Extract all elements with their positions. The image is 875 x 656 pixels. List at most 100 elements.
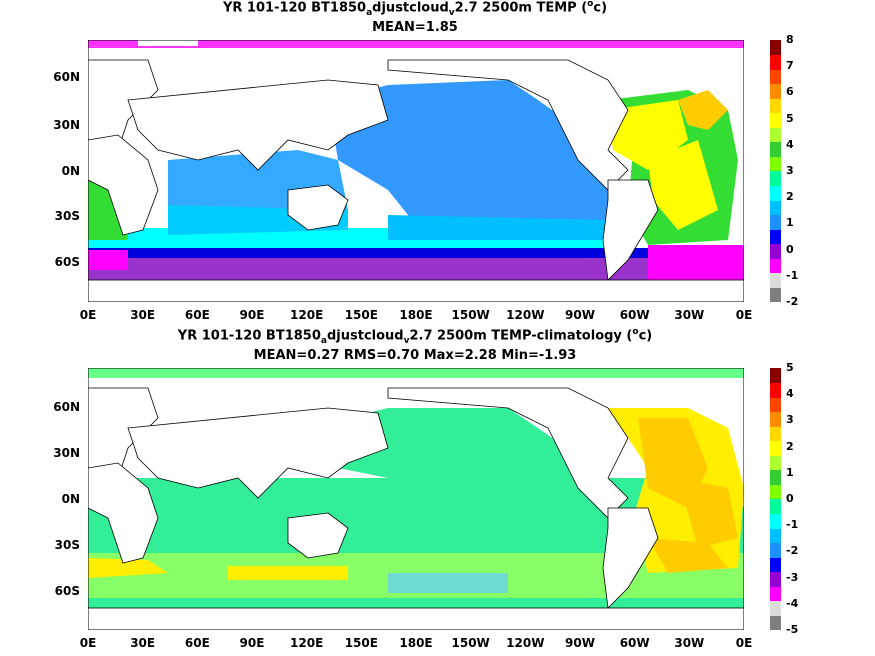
panel1-lon-label: 0E	[79, 308, 97, 322]
panel1-lon-label: 90E	[239, 308, 265, 322]
panel1-colorbar-segment	[770, 40, 781, 56]
panel2-lon-label: 90W	[565, 636, 595, 650]
panel2-lon-label: 180E	[399, 636, 433, 650]
panel2-colorbar-label: 1	[786, 465, 794, 479]
panel2-lon-label: 120E	[290, 636, 324, 650]
panel1-colorbar-segment	[770, 127, 781, 143]
panel1-lon-label: 60E	[184, 308, 210, 322]
panel2-colorbar-segment	[770, 397, 781, 413]
panel2-lat-60s: 60S	[54, 584, 80, 598]
panel2-colorbar-segment	[770, 440, 781, 456]
panel1-colorbar-label: -1	[786, 268, 799, 282]
panel2-colorbar-segment	[770, 426, 781, 442]
panel2-stats: MEAN=0.27 RMS=0.70 Max=2.28 Min=-1.93	[253, 348, 577, 363]
panel2-colorbar-segment	[770, 557, 781, 573]
panel2-colorbar-segment	[770, 411, 781, 427]
panel2-colorbar-label: 0	[786, 492, 794, 505]
panel1-lat-60s: 60S	[54, 255, 80, 269]
panel1-colorbar-segment	[770, 112, 781, 128]
panel2-lon-label: 60E	[184, 636, 210, 650]
panel2-colorbar-label: -5	[786, 623, 799, 636]
panel2-colorbar	[770, 368, 781, 631]
panel2-lon-label: 30E	[130, 636, 156, 650]
panel1-colorbar-segment	[770, 69, 781, 85]
panel2-colorbar-segment	[770, 513, 781, 529]
panel1-colorbar-segment	[770, 200, 781, 216]
panel1-colorbar-label: 7	[786, 59, 794, 73]
panel1-lon-label: 120W	[506, 308, 545, 322]
panel1-lon-label: 150W	[451, 308, 490, 322]
panel1-lon-label: 30E	[130, 308, 156, 322]
panel1-colorbar-label: 1	[786, 216, 794, 230]
panel1-lat-30n: 30N	[53, 118, 80, 132]
panel1-colorbar-label: 6	[786, 85, 794, 99]
panel2-lon-label: 60W	[619, 636, 650, 650]
panel2-colorbar-label: 4	[786, 387, 794, 401]
panel2-map-svg	[88, 368, 744, 630]
panel2-colorbar-label: 2	[786, 439, 794, 453]
panel2-lat-60n: 60N	[53, 400, 80, 414]
panel2-colorbar-segment	[770, 542, 781, 558]
panel2-colorbar-segment	[770, 484, 781, 500]
panel1-colorbar-segment	[770, 287, 781, 303]
panel1-lat-60n: 60N	[53, 70, 80, 84]
panel2-colorbar-segment	[770, 528, 781, 544]
panel1-lon-label: 90W	[565, 308, 595, 322]
panel1-colorbar-label: 0	[786, 242, 794, 256]
panel2-colorbar-label: 3	[786, 413, 794, 427]
panel1-colorbar-label: 2	[786, 190, 794, 204]
panel1-map-svg	[88, 40, 744, 302]
panel1-lat-0n: 0N	[61, 164, 80, 178]
panel1-lon-label: 30W	[674, 308, 705, 322]
panel1-colorbar-label: 5	[786, 111, 794, 125]
panel2-colorbar-segment	[770, 368, 781, 384]
panel1-lon-label: 180E	[399, 308, 433, 322]
panel1-colorbar-label: 4	[786, 137, 794, 151]
panel1-colorbar-segment	[770, 272, 781, 288]
panel1-colorbar-segment	[770, 156, 781, 172]
panel1-colorbar-segment	[770, 185, 781, 201]
panel2-lon-label: 0E	[735, 636, 753, 650]
panel2-lon-label: 0E	[79, 636, 97, 650]
panel2-title: YR 101-120 BT1850adjustcloudv2.7 2500m T…	[177, 327, 653, 346]
panel2-colorbar-segment	[770, 382, 781, 398]
panel2-lon-label: 150E	[344, 636, 378, 650]
panel1-colorbar-segment	[770, 98, 781, 114]
panel2-lat-30s: 30S	[54, 538, 80, 552]
panel1-colorbar-segment	[770, 214, 781, 230]
panel2-colorbar-label: -3	[786, 570, 799, 584]
panel2-colorbar-segment	[770, 586, 781, 602]
panel2-lat-30n: 30N	[53, 446, 80, 460]
panel1-lon-label: 60W	[619, 308, 650, 322]
panel1-lon-label: 120E	[290, 308, 324, 322]
panel2-colorbar-segment	[770, 455, 781, 471]
panel2-colorbar-label: 5	[786, 361, 794, 374]
panel2-colorbar-segment	[770, 600, 781, 616]
panel1-lon-label: 150E	[344, 308, 378, 322]
panel2-colorbar-label: -1	[786, 518, 799, 532]
panel2-colorbar-segment	[770, 469, 781, 485]
panel2-colorbar-label: -4	[786, 596, 799, 610]
panel2-map	[88, 368, 744, 630]
panel2-colorbar-segment	[770, 499, 781, 515]
panel1-colorbar-segment	[770, 83, 781, 99]
panel1-lon-label: 0E	[735, 308, 753, 322]
panel2-lon-label: 150W	[451, 636, 490, 650]
panel2-colorbar-segment	[770, 615, 781, 631]
panel1-colorbar-segment	[770, 141, 781, 157]
panel1-map	[88, 40, 744, 302]
panel1-colorbar-segment	[770, 171, 781, 187]
panel2-colorbar-label: -2	[786, 544, 799, 558]
panel1-colorbar-label: 3	[786, 164, 794, 177]
panel1-colorbar-segment	[770, 229, 781, 245]
panel2-lon-label: 30W	[674, 636, 705, 650]
panel1-title: YR 101-120 BT1850adjustcloudv2.7 2500m T…	[222, 0, 608, 18]
panel1-lat-30s: 30S	[54, 209, 80, 223]
panel2-colorbar-segment	[770, 571, 781, 587]
panel1-mean: MEAN=1.85	[372, 20, 458, 35]
panel2-lat-0n: 0N	[61, 492, 80, 506]
panel1-colorbar-segment	[770, 258, 781, 274]
panel1-colorbar-segment	[770, 54, 781, 70]
panel1-colorbar-segment	[770, 243, 781, 259]
panel2-lon-label: 90E	[239, 636, 265, 650]
